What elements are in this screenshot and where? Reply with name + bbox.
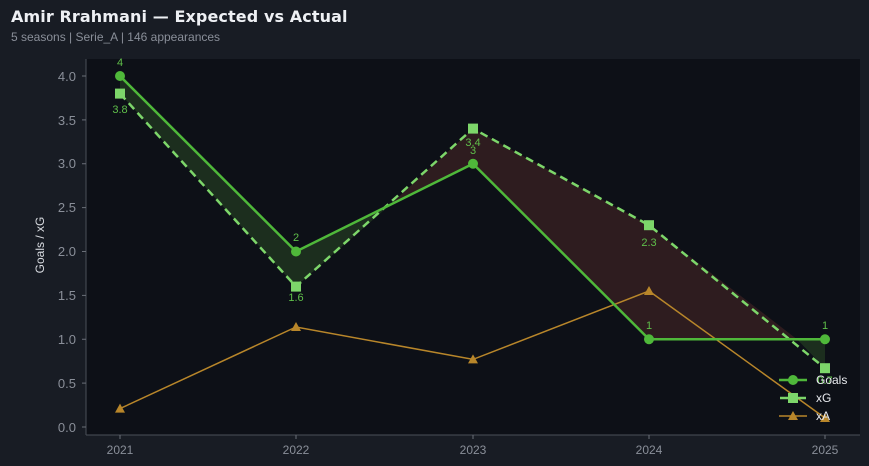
y-axis-label: Goals / xG [33,217,47,274]
y-tick-label: 1.5 [58,288,76,303]
y-tick-marks [82,75,86,428]
chart-subtitle: 5 seasons | Serie_A | 146 appearances [11,30,221,44]
xa-markers [115,286,830,422]
xg-markers [115,88,830,374]
y-tick-label: 0.5 [58,376,76,391]
y-tick-label: 4.0 [58,69,76,84]
legend: Goals xG xA [779,373,847,423]
legend-item-xa: xA [779,409,830,423]
goals-label-2022: 2 [293,232,299,244]
x-tick-marks [119,435,826,439]
y-tick-label: 2.5 [58,200,76,215]
y-tick-label: 3.5 [58,113,76,128]
chart-title: Amir Rrahmani — Expected vs Actual [11,7,348,26]
y-tick-label: 1.0 [58,332,76,347]
svg-text:xG: xG [816,391,831,405]
xg-label-2021: 3.8 [112,104,127,116]
y-tick-label: 2.0 [58,244,76,259]
xg-label-2023: 3.4 [465,137,480,149]
legend-item-goals: Goals [779,373,847,387]
xg-label-2025: 0.7 [817,375,832,387]
underperform-area [387,128,797,340]
xg-label-2024: 2.3 [641,237,656,249]
goals-label-2023: 3 [470,145,476,157]
plot-area [86,59,860,435]
x-tick-label: 2025 [812,443,839,457]
overperform-area-end [797,339,825,369]
legend-item-xg: xG [780,391,831,405]
goals-markers [115,71,830,345]
svg-text:Goals: Goals [816,373,847,387]
y-tick-label: 3.0 [58,156,76,171]
x-tick-label: 2022 [283,443,310,457]
x-tick-label: 2023 [460,443,487,457]
x-tick-label: 2021 [107,443,134,457]
x-tick-label: 2024 [636,443,663,457]
xg-label-2022: 1.6 [288,292,303,304]
svg-text:xA: xA [816,409,830,423]
goals-label-2025: 1 [822,320,828,332]
goals-label-2024: 1 [646,320,652,332]
y-tick-label: 0.0 [58,420,76,435]
goals-label-2021: 4 [117,57,123,69]
